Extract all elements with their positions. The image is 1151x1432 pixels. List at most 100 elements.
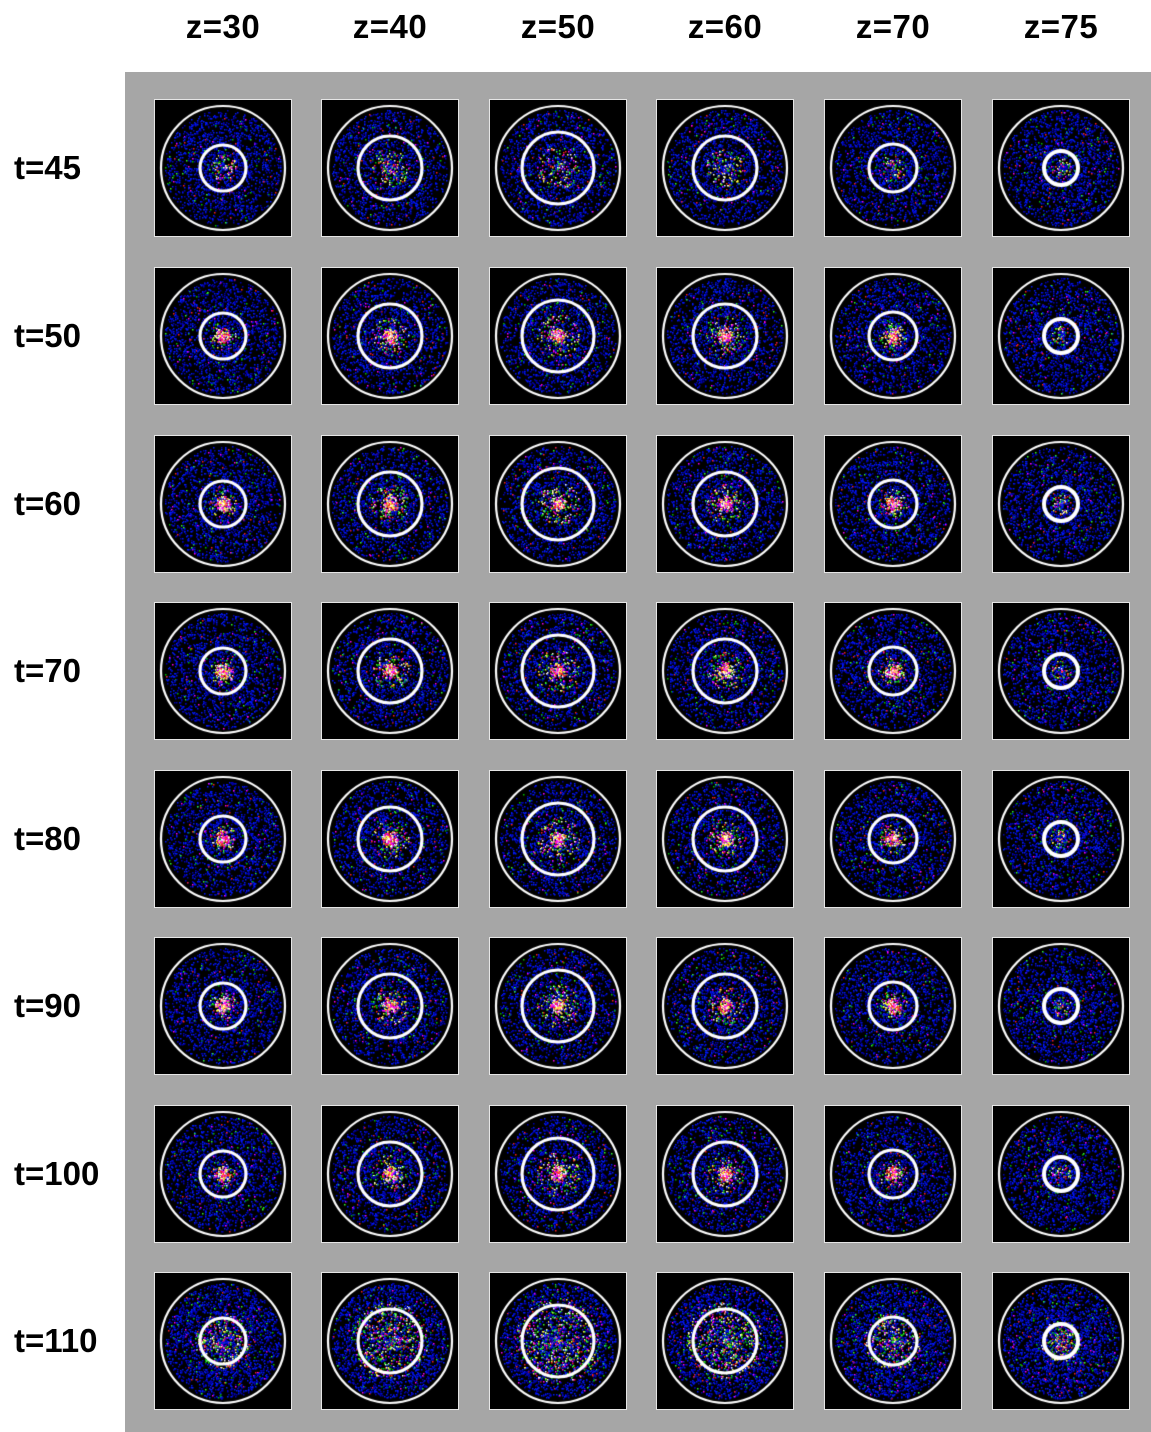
- scatter-image-tile: [154, 435, 292, 573]
- row-label: t=45: [14, 149, 81, 186]
- scatter-image: [825, 1106, 961, 1242]
- scatter-image-tile: [824, 602, 962, 740]
- scatter-image-tile: [321, 602, 459, 740]
- scatter-image-tile: [824, 99, 962, 237]
- scatter-image: [657, 771, 793, 907]
- scatter-image-tile: [656, 435, 794, 573]
- scatter-image: [490, 1273, 626, 1409]
- row-label: t=100: [14, 1155, 100, 1192]
- scatter-image: [825, 268, 961, 404]
- scatter-image: [155, 268, 291, 404]
- scatter-image: [993, 938, 1129, 1074]
- scatter-image-tile: [154, 602, 292, 740]
- scatter-image-tile: [321, 435, 459, 573]
- scatter-image-tile: [154, 1105, 292, 1243]
- scatter-image: [322, 436, 458, 572]
- scatter-image: [490, 268, 626, 404]
- scatter-image: [490, 771, 626, 907]
- scatter-image: [993, 1273, 1129, 1409]
- row-label: t=50: [14, 317, 81, 354]
- scatter-image-tile: [154, 770, 292, 908]
- scatter-image-tile: [489, 602, 627, 740]
- scatter-image: [657, 1273, 793, 1409]
- scatter-image-tile: [656, 770, 794, 908]
- scatter-image: [825, 771, 961, 907]
- scatter-image-tile: [824, 267, 962, 405]
- scatter-image-tile: [992, 435, 1130, 573]
- scatter-image: [155, 1106, 291, 1242]
- scatter-image: [322, 771, 458, 907]
- scatter-image-tile: [489, 435, 627, 573]
- column-label: z=75: [1023, 8, 1099, 45]
- scatter-image: [993, 771, 1129, 907]
- row-label: t=90: [14, 987, 81, 1024]
- scatter-image-tile: [321, 770, 459, 908]
- scatter-image: [993, 436, 1129, 572]
- row-label: t=80: [14, 820, 81, 857]
- scatter-image-tile: [992, 1272, 1130, 1410]
- column-label: z=50: [520, 8, 596, 45]
- scatter-image: [993, 268, 1129, 404]
- scatter-image: [155, 771, 291, 907]
- scatter-image-tile: [321, 937, 459, 1075]
- scatter-image: [657, 938, 793, 1074]
- row-label: t=70: [14, 652, 81, 689]
- scatter-image-tile: [489, 937, 627, 1075]
- scatter-image: [657, 100, 793, 236]
- scatter-image-tile: [154, 267, 292, 405]
- scatter-image: [155, 436, 291, 572]
- scatter-image: [657, 436, 793, 572]
- column-label: z=40: [352, 8, 428, 45]
- scatter-image-tile: [992, 770, 1130, 908]
- scatter-image: [490, 938, 626, 1074]
- scatter-image: [155, 603, 291, 739]
- scatter-image-tile: [656, 99, 794, 237]
- scatter-image: [993, 100, 1129, 236]
- scatter-image-tile: [992, 99, 1130, 237]
- scatter-image: [155, 100, 291, 236]
- scatter-image-tile: [154, 99, 292, 237]
- scatter-image: [825, 1273, 961, 1409]
- scatter-image-tile: [321, 99, 459, 237]
- scatter-image-tile: [824, 1272, 962, 1410]
- scatter-image: [322, 603, 458, 739]
- scatter-image-tile: [489, 267, 627, 405]
- column-label: z=60: [687, 8, 763, 45]
- scatter-image-tile: [321, 1105, 459, 1243]
- scatter-image-tile: [489, 1105, 627, 1243]
- scatter-image-tile: [321, 267, 459, 405]
- scatter-image-tile: [154, 937, 292, 1075]
- scatter-image: [825, 938, 961, 1074]
- scatter-image: [155, 1273, 291, 1409]
- scatter-image-tile: [992, 1105, 1130, 1243]
- scatter-image-tile: [656, 937, 794, 1075]
- scatter-image-tile: [321, 1272, 459, 1410]
- scatter-image-tile: [154, 1272, 292, 1410]
- scatter-image: [490, 1106, 626, 1242]
- scatter-image: [993, 603, 1129, 739]
- scatter-image-tile: [656, 602, 794, 740]
- scatter-image-tile: [824, 770, 962, 908]
- scatter-image-tile: [992, 267, 1130, 405]
- scatter-image-tile: [824, 937, 962, 1075]
- scatter-image: [825, 100, 961, 236]
- scatter-image-tile: [489, 770, 627, 908]
- scatter-image: [322, 268, 458, 404]
- scatter-image-tile: [992, 937, 1130, 1075]
- scatter-image-tile: [656, 1272, 794, 1410]
- scatter-image: [322, 100, 458, 236]
- scatter-image: [825, 436, 961, 572]
- scatter-image-tile: [656, 267, 794, 405]
- scatter-image: [993, 1106, 1129, 1242]
- scatter-image: [490, 100, 626, 236]
- scatter-image: [322, 1106, 458, 1242]
- column-label: z=30: [185, 8, 261, 45]
- scatter-image: [490, 436, 626, 572]
- scatter-image: [657, 1106, 793, 1242]
- row-label: t=60: [14, 485, 81, 522]
- scatter-image: [155, 938, 291, 1074]
- scatter-image: [657, 603, 793, 739]
- scatter-image: [657, 268, 793, 404]
- scatter-image-tile: [489, 99, 627, 237]
- scatter-image-tile: [656, 1105, 794, 1243]
